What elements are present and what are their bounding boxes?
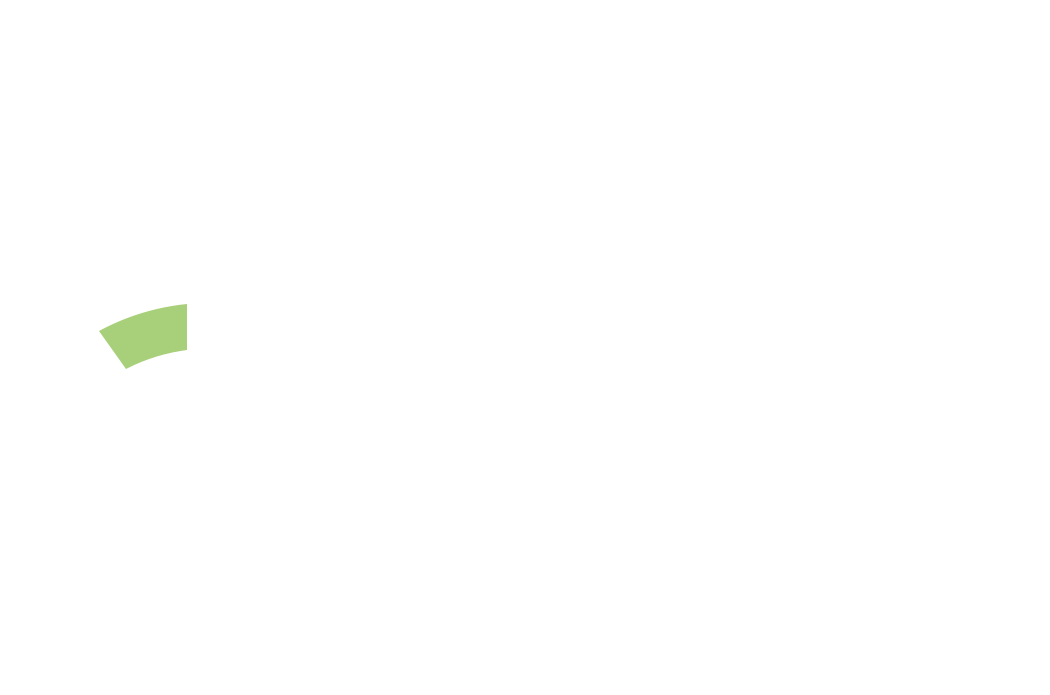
green-arc-segment [99,304,187,369]
